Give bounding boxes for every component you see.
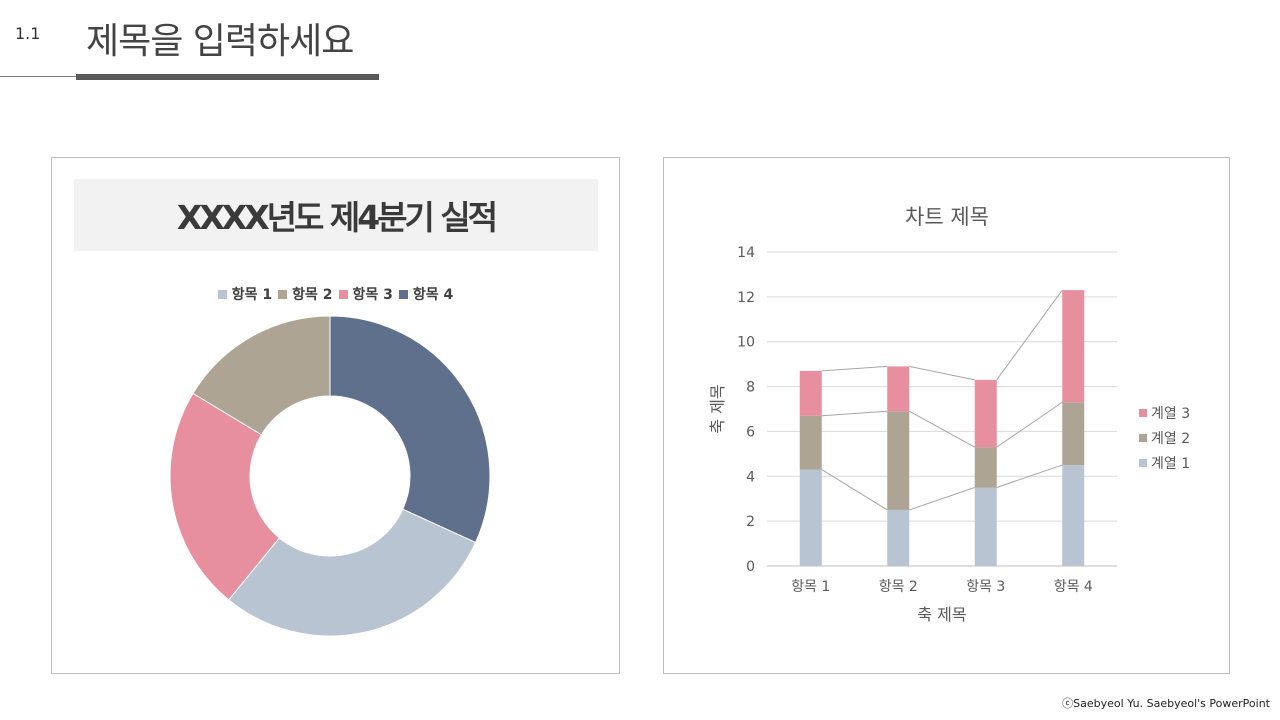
donut-legend-item: 항목 4	[398, 284, 454, 304]
series-line	[909, 365, 975, 381]
y-tick-label: 4	[746, 469, 755, 485]
legend-swatch	[1139, 434, 1147, 442]
bar-segment	[1062, 402, 1085, 466]
footer-credit: ⓒSaebyeol Yu. Saebyeol's PowerPoint	[1062, 697, 1270, 710]
series-line	[909, 410, 975, 448]
y-tick-label: 8	[746, 380, 755, 396]
donut-chart	[169, 315, 491, 637]
y-tick-label: 6	[746, 424, 755, 440]
donut-legend-label: 항목 3	[352, 287, 393, 303]
y-tick-label: 14	[737, 245, 755, 261]
bar-segment	[1062, 465, 1085, 566]
donut-slice	[329, 315, 491, 544]
series-line	[821, 410, 888, 417]
bar-segment	[887, 509, 910, 566]
y-tick-label: 12	[737, 290, 755, 306]
series-line	[909, 487, 975, 511]
series-line	[821, 365, 888, 372]
donut-legend-item: 항목 1	[217, 284, 273, 304]
title-underline-thick	[76, 74, 379, 80]
legend-label: 계열 3	[1151, 406, 1190, 422]
donut-chart-panel: XXXX년도 제4분기 실적 항목 1 항목 2 항목 3 항목 4	[51, 157, 620, 674]
donut-slice	[228, 508, 477, 637]
donut-legend-item: 항목 2	[278, 284, 333, 304]
legend-swatch	[1139, 459, 1147, 467]
y-tick-label: 2	[746, 514, 755, 530]
donut-legend-label: 항목 4	[412, 287, 454, 303]
bar-segment	[887, 411, 910, 510]
legend-swatch	[1139, 409, 1147, 417]
x-tick-label: 항목 3	[966, 579, 1005, 595]
bar-segment	[799, 469, 822, 566]
series-line	[996, 289, 1063, 381]
donut-legend-label: 항목 1	[231, 287, 273, 303]
donut-legend-swatch	[338, 289, 348, 299]
legend-label: 계열 1	[1151, 456, 1190, 472]
donut-legend-swatch	[398, 289, 408, 299]
legend-label: 계열 2	[1151, 431, 1190, 447]
series-line	[996, 464, 1063, 488]
bar-segment	[974, 379, 997, 448]
bar-segment	[974, 487, 997, 566]
y-tick-label: 0	[746, 559, 755, 575]
donut-legend-swatch	[278, 289, 288, 299]
title-underline-thin	[0, 76, 80, 77]
bar-segment	[887, 366, 910, 412]
bar-segment	[1062, 290, 1085, 403]
bar-segment	[799, 370, 822, 416]
y-tick-label: 10	[737, 335, 755, 351]
y-axis-title: 축 제목	[708, 384, 727, 433]
donut-legend-label: 항목 2	[292, 287, 333, 303]
donut-slice	[192, 315, 331, 436]
donut-slice	[169, 392, 281, 601]
slide-number: 1.1	[15, 24, 41, 43]
series-line	[821, 469, 888, 511]
slide-title: 제목을 입력하세요	[86, 21, 354, 62]
series-line	[996, 401, 1063, 448]
bar-segment	[799, 415, 822, 470]
chart-title: 차트 제목	[905, 205, 989, 229]
x-tick-label: 항목 1	[791, 579, 830, 595]
donut-chart-title: XXXX년도 제4분기 실적	[74, 179, 598, 251]
donut-legend-swatch	[217, 289, 227, 299]
x-tick-label: 항목 2	[879, 579, 918, 595]
donut-legend-item: 항목 3	[338, 284, 393, 304]
x-tick-label: 항목 4	[1054, 579, 1093, 595]
x-axis-title: 축 제목	[917, 605, 966, 624]
donut-legend: 항목 1 항목 2 항목 3 항목 4	[52, 284, 619, 304]
bar-segment	[974, 447, 997, 488]
